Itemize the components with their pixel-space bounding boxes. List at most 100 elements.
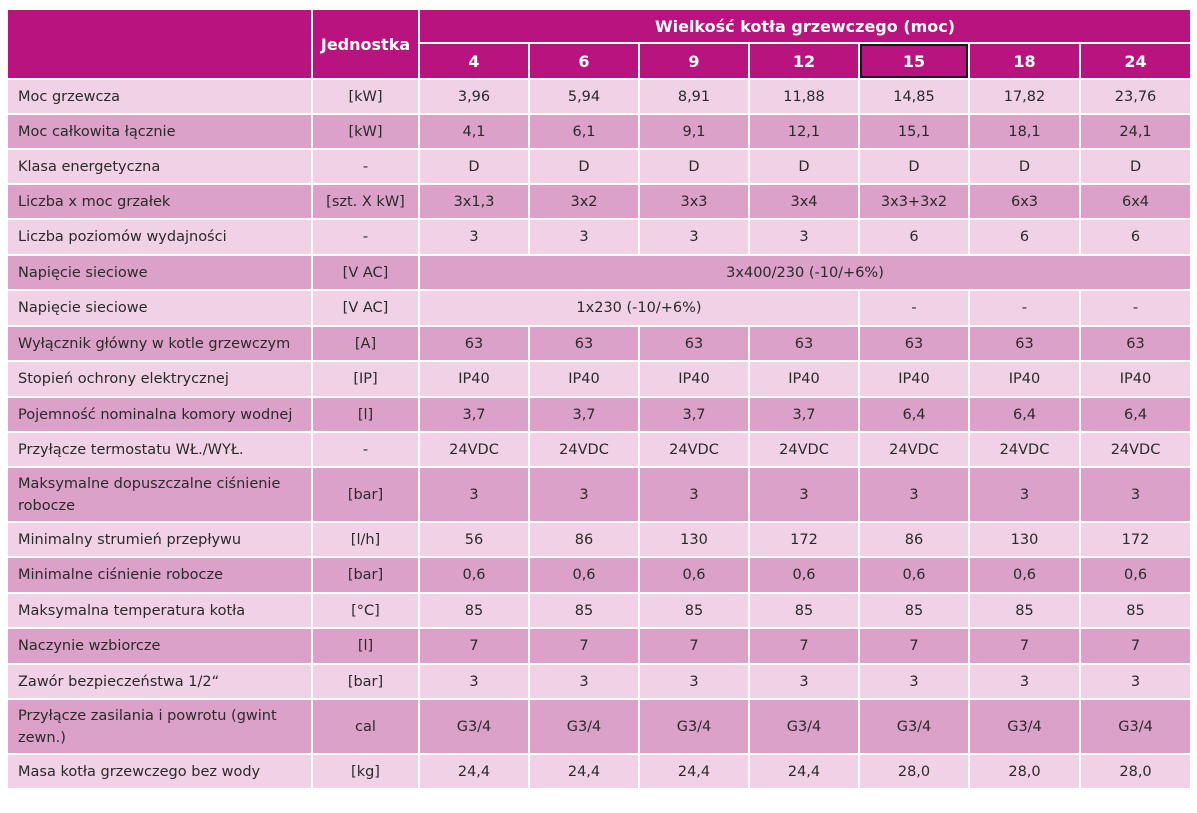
header-size[interactable]: 9 <box>638 42 750 80</box>
value-cell: 7 <box>638 627 750 665</box>
value-cell: 6 <box>968 218 1081 256</box>
row-unit: - <box>311 148 420 185</box>
value-cell: 5,94 <box>528 78 640 115</box>
value-cell: 24,4 <box>748 753 860 790</box>
header-size[interactable]: 24 <box>1078 42 1193 80</box>
value-cell: 3 <box>748 466 860 523</box>
row-label: Napięcie sieciowe <box>6 289 313 327</box>
value-cell: G3/4 <box>1078 698 1193 755</box>
header-size[interactable]: 12 <box>748 42 860 80</box>
value-cell: 23,76 <box>1078 78 1193 115</box>
row-label: Przyłącze zasilania i powrotu (gwint zew… <box>6 698 313 755</box>
value-cell: IP40 <box>528 360 640 398</box>
row-unit: [l] <box>311 396 420 433</box>
value-cell: D <box>1078 148 1193 185</box>
value-cell: D <box>858 148 970 185</box>
value-cell: 7 <box>748 627 860 665</box>
value-cell: IP40 <box>858 360 970 398</box>
value-cell: 12,1 <box>748 113 860 150</box>
header-size-selected[interactable]: 15 <box>858 42 970 80</box>
table-row: Naczynie wzbiorcze [l] 7 7 7 7 7 7 7 <box>6 627 1193 665</box>
header-size[interactable]: 18 <box>968 42 1081 80</box>
row-label: Pojemność nominalna komory wodnej <box>6 396 313 433</box>
row-unit: [kW] <box>311 78 420 115</box>
value-cell: 3 <box>858 466 970 523</box>
header-size[interactable]: 6 <box>528 42 640 80</box>
value-cell: 3 <box>968 663 1081 700</box>
table-row: Maksymalne dopuszczalne ciśnienie robocz… <box>6 466 1193 523</box>
value-cell: D <box>638 148 750 185</box>
value-cell: - <box>858 289 970 327</box>
row-label: Maksymalne dopuszczalne ciśnienie robocz… <box>6 466 313 523</box>
value-cell: 7 <box>528 627 640 665</box>
row-label: Maksymalna temperatura kotła <box>6 592 313 629</box>
value-cell: IP40 <box>418 360 530 398</box>
value-cell: 3,96 <box>418 78 530 115</box>
value-cell: 28,0 <box>1078 753 1193 790</box>
row-unit: cal <box>311 698 420 755</box>
value-cell: 6x3 <box>968 183 1081 220</box>
value-cell: 24VDC <box>528 431 640 468</box>
row-unit: [l/h] <box>311 521 420 558</box>
row-unit: [IP] <box>311 360 420 398</box>
row-unit: [bar] <box>311 556 420 594</box>
row-label: Naczynie wzbiorcze <box>6 627 313 665</box>
table-row: Maksymalna temperatura kotła [°C] 85 85 85 85… <box>6 592 1193 629</box>
value-cell: 3 <box>638 218 750 256</box>
value-cell: 172 <box>748 521 860 558</box>
row-label: Moc grzewcza <box>6 78 313 115</box>
table-row: Przyłącze zasilania i powrotu (gwint zew… <box>6 698 1193 755</box>
table-row: Masa kotła grzewczego bez wody [kg] 24,4 24… <box>6 753 1193 790</box>
row-unit: [l] <box>311 627 420 665</box>
value-cell: 3 <box>418 466 530 523</box>
table-row: Stopień ochrony elektrycznej [IP] IP40 IP40… <box>6 360 1193 398</box>
value-cell: 24VDC <box>1078 431 1193 468</box>
row-unit: - <box>311 218 420 256</box>
merged-value-cell: 1x230 (-10/+6%) <box>418 289 860 327</box>
value-cell: 3 <box>748 663 860 700</box>
value-cell: 0,6 <box>748 556 860 594</box>
value-cell: 85 <box>528 592 640 629</box>
header-size[interactable]: 4 <box>418 42 530 80</box>
value-cell: 130 <box>638 521 750 558</box>
value-cell: - <box>968 289 1081 327</box>
value-cell: G3/4 <box>858 698 970 755</box>
table-row: Pojemność nominalna komory wodnej [l] 3,7 3… <box>6 396 1193 433</box>
value-cell: 24,4 <box>418 753 530 790</box>
value-cell: 0,6 <box>638 556 750 594</box>
value-cell: 85 <box>968 592 1081 629</box>
value-cell: 8,91 <box>638 78 750 115</box>
value-cell: 3 <box>1078 466 1193 523</box>
value-cell: 14,85 <box>858 78 970 115</box>
row-unit: - <box>311 431 420 468</box>
value-cell: 6 <box>1078 218 1193 256</box>
table-row: Liczba poziomów wydajności -3 3 3 3 6 6 6 <box>6 218 1193 256</box>
value-cell: 3 <box>528 218 640 256</box>
value-cell: 63 <box>748 325 860 362</box>
value-cell: 63 <box>1078 325 1193 362</box>
table-row: Napięcie sieciowe [V AC] 1x230 (-10/+6%) - -… <box>6 289 1193 327</box>
value-cell: 3 <box>968 466 1081 523</box>
value-cell: 3 <box>1078 663 1193 700</box>
value-cell: 3,7 <box>418 396 530 433</box>
value-cell: 6,4 <box>1078 396 1193 433</box>
value-cell: 85 <box>858 592 970 629</box>
value-cell: 7 <box>418 627 530 665</box>
row-label: Stopień ochrony elektrycznej <box>6 360 313 398</box>
value-cell: 63 <box>528 325 640 362</box>
value-cell: 24VDC <box>968 431 1081 468</box>
row-unit: [bar] <box>311 663 420 700</box>
header-unit: Jednostka <box>311 8 420 80</box>
value-cell: 7 <box>968 627 1081 665</box>
header-blank <box>6 8 313 80</box>
row-label: Masa kotła grzewczego bez wody <box>6 753 313 790</box>
value-cell: G3/4 <box>528 698 640 755</box>
value-cell: 172 <box>1078 521 1193 558</box>
row-unit: [V AC] <box>311 289 420 327</box>
value-cell: 130 <box>968 521 1081 558</box>
value-cell: 3 <box>638 466 750 523</box>
table-row: Przyłącze termostatu WŁ./WYŁ. -24VDC 24VDC… <box>6 431 1193 468</box>
value-cell: 24,4 <box>528 753 640 790</box>
value-cell: 6,4 <box>968 396 1081 433</box>
value-cell: 3x3+3x2 <box>858 183 970 220</box>
